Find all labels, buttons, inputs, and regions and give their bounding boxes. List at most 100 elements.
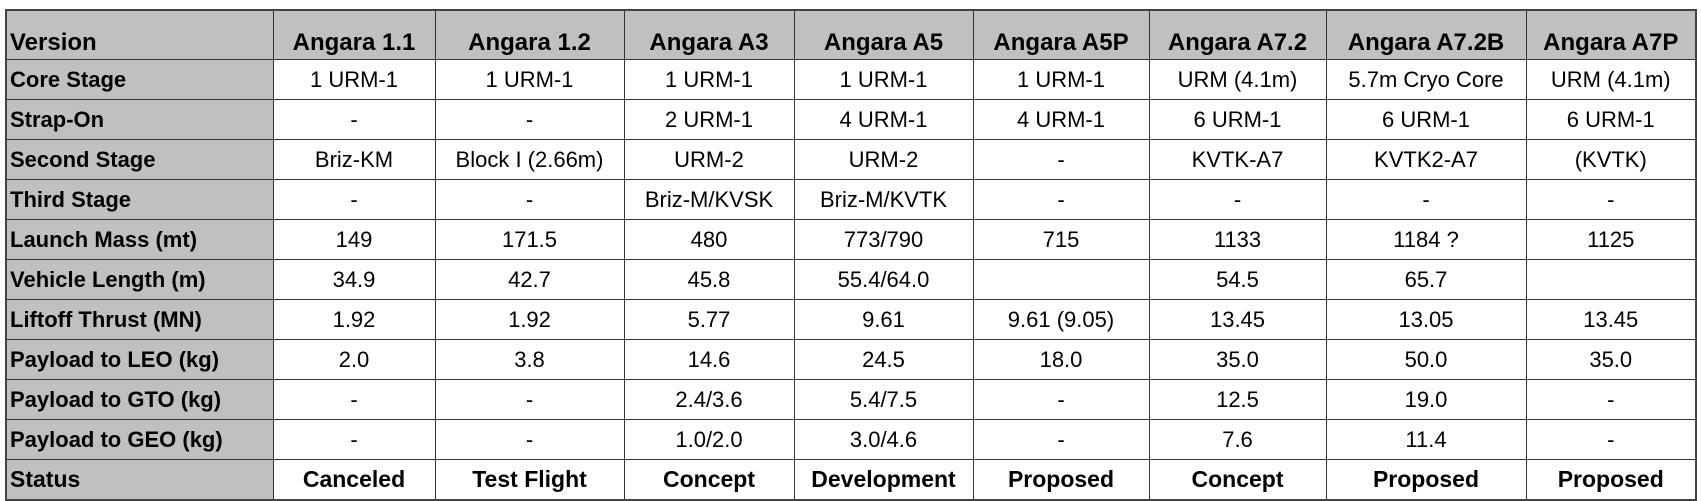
table-cell: 5.77 bbox=[623, 299, 795, 340]
table-cell: - bbox=[272, 419, 436, 460]
row-label: Status bbox=[5, 459, 274, 501]
table-cell: - bbox=[434, 99, 625, 140]
table-row: Third Stage - - Briz-M/KVSK Briz-M/KVTK - - - - bbox=[5, 179, 1697, 220]
header-cell: Angara A7.2B bbox=[1325, 9, 1527, 60]
table-cell: - bbox=[972, 419, 1150, 460]
table-cell: 4 URM-1 bbox=[793, 99, 974, 140]
table-cell: - bbox=[1525, 419, 1697, 460]
table-cell: 7.6 bbox=[1148, 419, 1327, 460]
table-cell: 1 URM-1 bbox=[623, 59, 795, 100]
table-cell: - bbox=[1525, 179, 1697, 220]
table-cell: 480 bbox=[623, 219, 795, 260]
table-cell: (KVTK) bbox=[1525, 139, 1697, 180]
table-cell: KVTK2-A7 bbox=[1325, 139, 1527, 180]
table-cell: 1.0/2.0 bbox=[623, 419, 795, 460]
table-row: Payload to GTO (kg) - -2.4/3.6 5.4/7.5-12.5… bbox=[5, 379, 1697, 420]
table-cell: - bbox=[972, 139, 1150, 180]
table-cell: 6 URM-1 bbox=[1525, 99, 1697, 140]
row-label: Core Stage bbox=[5, 59, 274, 100]
header-row: Version Angara 1.1 Angara 1.2 Angara A3 Anga… bbox=[5, 9, 1697, 60]
table-cell: Concept bbox=[623, 459, 795, 501]
table-cell: 11.4 bbox=[1325, 419, 1527, 460]
table-cell: 19.0 bbox=[1325, 379, 1527, 420]
table-cell: 1.92 bbox=[272, 299, 436, 340]
table-cell: Canceled bbox=[272, 459, 436, 501]
row-label: Third Stage bbox=[5, 179, 274, 220]
table-cell: 55.4/64.0 bbox=[793, 259, 974, 300]
header-cell: Angara A5 bbox=[793, 9, 974, 60]
table-cell: 5.4/7.5 bbox=[793, 379, 974, 420]
table-cell: Proposed bbox=[972, 459, 1150, 501]
header-cell: Angara A5P bbox=[972, 9, 1150, 60]
table-cell: URM-2 bbox=[793, 139, 974, 180]
table-cell: - bbox=[972, 379, 1150, 420]
table-cell: Proposed bbox=[1325, 459, 1527, 501]
header-cell: Angara 1.2 bbox=[434, 9, 625, 60]
table-cell: 1184 ? bbox=[1325, 219, 1527, 260]
table-cell: - bbox=[1148, 179, 1327, 220]
table-cell: Block I (2.66m) bbox=[434, 139, 625, 180]
table-cell: 2.0 bbox=[272, 339, 436, 380]
table-cell: 13.45 bbox=[1525, 299, 1697, 340]
table-cell: - bbox=[434, 179, 625, 220]
row-label: Payload to GEO (kg) bbox=[5, 419, 274, 460]
table-cell: URM (4.1m) bbox=[1525, 59, 1697, 100]
table-row: Liftoff Thrust (MN) 1.92 1.92 5.77 9.61 9.61 … bbox=[5, 299, 1697, 340]
table-cell: 6 URM-1 bbox=[1325, 99, 1527, 140]
table-cell: 45.8 bbox=[623, 259, 795, 300]
header-cell: Version bbox=[5, 9, 274, 60]
table-cell: 773/790 bbox=[793, 219, 974, 260]
table-row: Strap-On - -2 URM-1 4 URM-1 4 URM-1 6 URM-1 6 … bbox=[5, 99, 1697, 140]
table-cell: Proposed bbox=[1525, 459, 1697, 501]
table-cell: 715 bbox=[972, 219, 1150, 260]
table-cell: 2 URM-1 bbox=[623, 99, 795, 140]
table-cell: Briz-M/KVSK bbox=[623, 179, 795, 220]
table-cell: 3.0/4.6 bbox=[793, 419, 974, 460]
table-row: Launch Mass (mt) 149 171.5 480 773/790 715 113… bbox=[5, 219, 1697, 260]
table-cell: 13.05 bbox=[1325, 299, 1527, 340]
table-cell: - bbox=[972, 179, 1150, 220]
table-cell: - bbox=[1525, 379, 1697, 420]
table-cell: 1125 bbox=[1525, 219, 1697, 260]
table-cell: 54.5 bbox=[1148, 259, 1327, 300]
table-cell: 34.9 bbox=[272, 259, 436, 300]
table-cell: 1 URM-1 bbox=[793, 59, 974, 100]
table-cell: 9.61 bbox=[793, 299, 974, 340]
table-cell: 149 bbox=[272, 219, 436, 260]
rocket-table: Version Angara 1.1 Angara 1.2 Angara A3 Anga… bbox=[5, 9, 1697, 501]
table-cell: 5.7m Cryo Core bbox=[1325, 59, 1527, 100]
table-row: Second Stage Briz-KM Block I (2.66m) URM-2 U… bbox=[5, 139, 1697, 180]
table-row: Payload to LEO (kg) 2.0 3.8 14.6 24.5 18.0 35.… bbox=[5, 339, 1697, 380]
table-cell bbox=[1525, 259, 1697, 300]
table-cell: 12.5 bbox=[1148, 379, 1327, 420]
table-cell: - bbox=[272, 179, 436, 220]
row-label: Vehicle Length (m) bbox=[5, 259, 274, 300]
table-cell: - bbox=[434, 379, 625, 420]
table-cell: 171.5 bbox=[434, 219, 625, 260]
table-cell: 24.5 bbox=[793, 339, 974, 380]
table-cell: 35.0 bbox=[1525, 339, 1697, 380]
table-cell: KVTK-A7 bbox=[1148, 139, 1327, 180]
header-cell: Angara A7P bbox=[1525, 9, 1697, 60]
row-label: Strap-On bbox=[5, 99, 274, 140]
table-cell: 9.61 (9.05) bbox=[972, 299, 1150, 340]
table-cell: 65.7 bbox=[1325, 259, 1527, 300]
table-cell: 13.45 bbox=[1148, 299, 1327, 340]
table-cell: 1.92 bbox=[434, 299, 625, 340]
row-label: Payload to GTO (kg) bbox=[5, 379, 274, 420]
row-label: Liftoff Thrust (MN) bbox=[5, 299, 274, 340]
table-cell: - bbox=[272, 379, 436, 420]
table-cell bbox=[972, 259, 1150, 300]
table-cell: 3.8 bbox=[434, 339, 625, 380]
table-cell: 14.6 bbox=[623, 339, 795, 380]
table-cell: 1 URM-1 bbox=[972, 59, 1150, 100]
table-cell: 1 URM-1 bbox=[434, 59, 625, 100]
table-row: Payload to GEO (kg) - -1.0/2.0 3.0/4.6-7.6 1… bbox=[5, 419, 1697, 460]
table-row: Status Canceled Test Flight Concept Developm… bbox=[5, 459, 1697, 501]
header-cell: Angara A3 bbox=[623, 9, 795, 60]
table-cell: - bbox=[1325, 179, 1527, 220]
header-cell: Angara 1.1 bbox=[272, 9, 436, 60]
table-cell: 42.7 bbox=[434, 259, 625, 300]
table-cell: 2.4/3.6 bbox=[623, 379, 795, 420]
